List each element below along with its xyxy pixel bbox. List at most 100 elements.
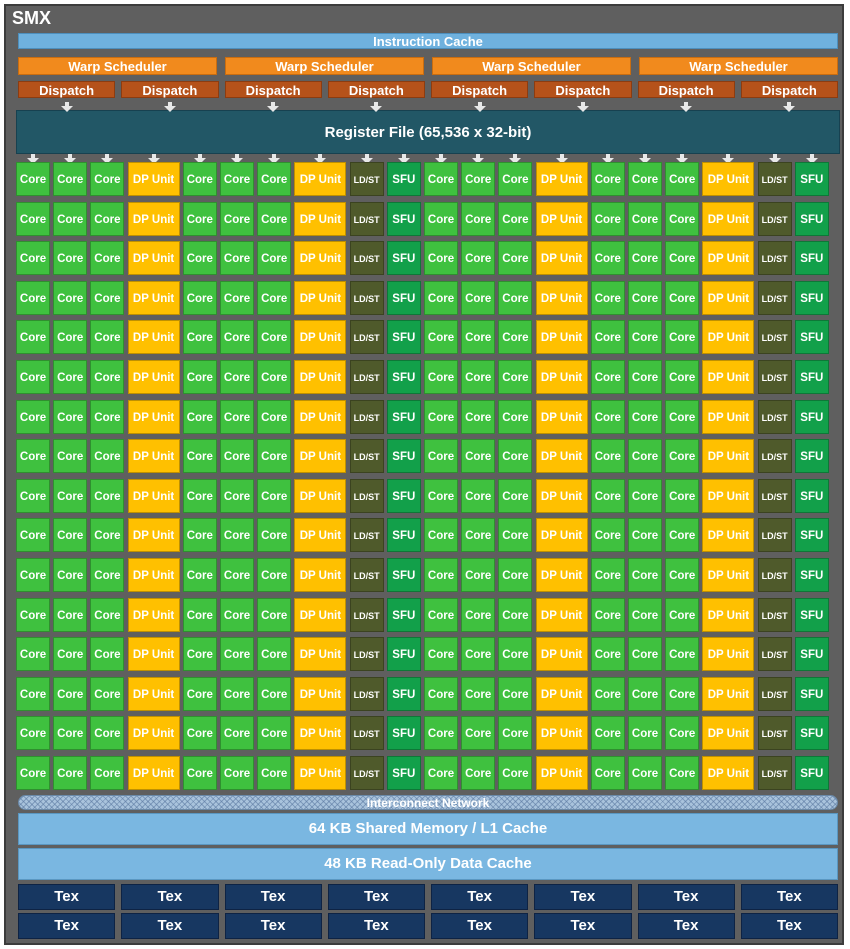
core-unit: Core bbox=[182, 439, 217, 474]
dp-unit: DP Unit bbox=[535, 716, 588, 751]
dp-unit: DP Unit bbox=[702, 518, 755, 553]
down-arrow-icon bbox=[268, 151, 281, 164]
sfu-unit: SFU bbox=[794, 280, 829, 315]
dp-unit: DP Unit bbox=[294, 716, 347, 751]
sfu-unit: SFU bbox=[386, 518, 421, 553]
texture-unit: Tex bbox=[534, 884, 632, 910]
core-unit: Core bbox=[498, 558, 533, 592]
core-unit: Core bbox=[182, 320, 217, 355]
core-unit: Core bbox=[220, 439, 254, 474]
core-unit: Core bbox=[90, 162, 125, 196]
dp-unit: DP Unit bbox=[535, 478, 588, 513]
smx-title: SMX bbox=[12, 8, 52, 28]
dispatch-unit: Dispatch bbox=[327, 81, 425, 98]
sfu-unit: SFU bbox=[794, 162, 829, 196]
core-unit: Core bbox=[53, 716, 88, 751]
sfu-unit: SFU bbox=[794, 558, 829, 592]
core-unit: Core bbox=[182, 162, 217, 196]
core-unit: Core bbox=[90, 280, 125, 315]
texture-unit: Tex bbox=[431, 913, 529, 939]
core-unit: Core bbox=[53, 320, 88, 355]
core-unit: Core bbox=[590, 716, 625, 751]
dispatch-unit: Dispatch bbox=[740, 81, 838, 98]
dispatch-unit: Dispatch bbox=[121, 81, 219, 98]
core-unit: Core bbox=[53, 439, 88, 474]
down-arrow-icon bbox=[64, 151, 77, 164]
ldst-unit: LD/ST bbox=[757, 241, 792, 276]
core-unit: Core bbox=[628, 756, 662, 790]
core-unit: Core bbox=[220, 162, 254, 196]
down-arrow-icon bbox=[360, 151, 373, 164]
core-unit: Core bbox=[461, 439, 496, 474]
ldst-unit: LD/ST bbox=[757, 439, 792, 474]
core-unit: Core bbox=[461, 756, 496, 790]
texture-unit: Tex bbox=[18, 913, 116, 939]
texture-unit: Tex bbox=[327, 913, 425, 939]
down-arrow-icon bbox=[805, 151, 818, 164]
core-unit: Core bbox=[53, 360, 88, 394]
core-unit: Core bbox=[16, 162, 50, 196]
core-unit: Core bbox=[53, 280, 88, 315]
core-unit: Core bbox=[498, 162, 533, 196]
core-unit: Core bbox=[53, 756, 88, 790]
core-unit: Core bbox=[182, 518, 217, 553]
core-unit: Core bbox=[424, 478, 458, 513]
dispatch-unit: Dispatch bbox=[224, 81, 322, 98]
core-unit: Core bbox=[220, 518, 254, 553]
dp-unit: DP Unit bbox=[535, 201, 588, 236]
dp-unit: DP Unit bbox=[127, 439, 180, 474]
down-arrow-icon bbox=[193, 151, 206, 164]
core-unit: Core bbox=[90, 478, 125, 513]
dp-unit: DP Unit bbox=[294, 676, 347, 711]
ldst-unit: LD/ST bbox=[349, 241, 384, 276]
core-unit: Core bbox=[590, 558, 625, 592]
core-unit: Core bbox=[220, 201, 254, 236]
core-unit: Core bbox=[257, 439, 292, 474]
dp-unit: DP Unit bbox=[127, 558, 180, 592]
core-unit: Core bbox=[90, 201, 125, 236]
core-unit: Core bbox=[628, 478, 662, 513]
down-arrow-icon bbox=[163, 99, 176, 112]
sfu-unit: SFU bbox=[386, 558, 421, 592]
ldst-unit: LD/ST bbox=[757, 320, 792, 355]
ldst-unit: LD/ST bbox=[757, 716, 792, 751]
core-unit: Core bbox=[628, 399, 662, 434]
sfu-unit: SFU bbox=[794, 360, 829, 394]
down-arrow-icon bbox=[231, 151, 243, 164]
dp-unit: DP Unit bbox=[294, 280, 347, 315]
core-unit: Core bbox=[461, 241, 496, 276]
sfu-unit: SFU bbox=[386, 201, 421, 236]
core-unit: Core bbox=[498, 597, 533, 632]
dispatch-unit: Dispatch bbox=[637, 81, 735, 98]
core-unit: Core bbox=[628, 676, 662, 711]
dp-unit: DP Unit bbox=[294, 756, 347, 790]
core-unit: Core bbox=[628, 597, 662, 632]
core-unit: Core bbox=[628, 716, 662, 751]
dp-unit: DP Unit bbox=[127, 201, 180, 236]
warp-scheduler: Warp Scheduler bbox=[432, 57, 631, 75]
core-unit: Core bbox=[53, 518, 88, 553]
dp-unit: DP Unit bbox=[294, 597, 347, 632]
dispatch-unit: Dispatch bbox=[534, 81, 632, 98]
dp-unit: DP Unit bbox=[294, 162, 347, 196]
core-unit: Core bbox=[257, 162, 292, 196]
ldst-unit: LD/ST bbox=[757, 558, 792, 592]
core-unit: Core bbox=[590, 320, 625, 355]
dp-unit: DP Unit bbox=[702, 399, 755, 434]
core-unit: Core bbox=[16, 597, 50, 632]
sfu-unit: SFU bbox=[794, 756, 829, 790]
core-unit: Core bbox=[53, 162, 88, 196]
core-unit: Core bbox=[220, 241, 254, 276]
sfu-unit: SFU bbox=[386, 756, 421, 790]
core-unit: Core bbox=[665, 676, 700, 711]
core-unit: Core bbox=[16, 518, 50, 553]
ldst-unit: LD/ST bbox=[349, 280, 384, 315]
sfu-unit: SFU bbox=[794, 676, 829, 711]
core-unit: Core bbox=[628, 241, 662, 276]
core-unit: Core bbox=[90, 320, 125, 355]
core-unit: Core bbox=[498, 320, 533, 355]
core-unit: Core bbox=[16, 360, 50, 394]
core-unit: Core bbox=[424, 399, 458, 434]
sfu-unit: SFU bbox=[386, 360, 421, 394]
ldst-unit: LD/ST bbox=[349, 637, 384, 672]
